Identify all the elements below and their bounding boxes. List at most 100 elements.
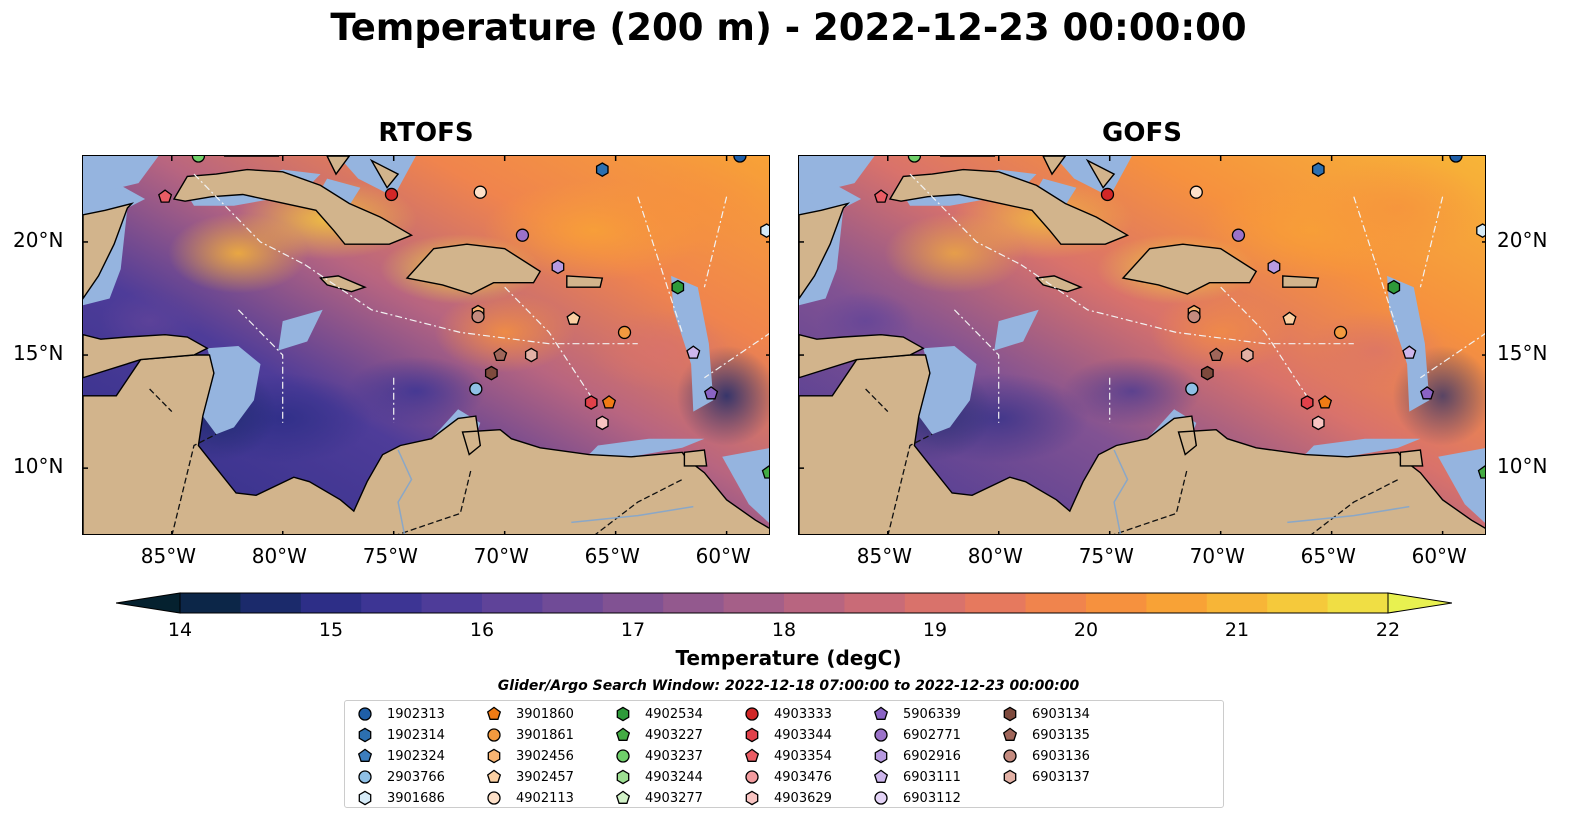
legend-label: 6903112 <box>903 790 961 806</box>
float-legend: 1902313 1902314 1902324 2903766 3901686 39018… <box>344 700 1224 808</box>
lon-tick-label: 70°W <box>1189 544 1245 568</box>
lat-tick-label-right: 10°N <box>1497 454 1548 479</box>
float-marker-4903344 <box>1300 395 1314 410</box>
colorbar-segment <box>482 593 543 613</box>
float-marker-4903629 <box>595 415 609 431</box>
legend-label: 2903766 <box>387 769 445 785</box>
legend-item: 4903344 <box>744 725 832 745</box>
legend-marker-circle <box>358 770 372 784</box>
float-marker-3901860 <box>1317 395 1333 409</box>
legend-label: 4903277 <box>645 790 703 806</box>
lon-tick-label: 85°W <box>140 544 196 568</box>
legend-item: 1902313 <box>357 704 445 724</box>
gofs-map <box>798 155 1486 535</box>
float-marker-6902916 <box>551 259 565 275</box>
legend-marker-pentagon <box>357 748 373 762</box>
legend-item: 3902456 <box>486 746 574 766</box>
legend-item: 6903135 <box>1002 725 1090 745</box>
colorbar-tick-label: 14 <box>167 619 193 641</box>
float-marker-6903135 <box>1209 347 1224 362</box>
float-marker-6902771 <box>1231 228 1246 242</box>
float-marker-6903135 <box>493 347 508 362</box>
legend-item: 4903237 <box>615 746 703 766</box>
float-marker-4903333 <box>1100 187 1115 202</box>
legend-marker-pentagon <box>486 769 502 783</box>
float-marker-6903136 <box>471 309 485 324</box>
legend-label: 5906339 <box>903 706 961 722</box>
legend-item: 6902771 <box>873 725 961 745</box>
colorbar-segment <box>723 593 785 613</box>
legend-item: 6902916 <box>873 746 961 766</box>
float-marker-5906339 <box>1420 386 1435 400</box>
legend-item: 4903277 <box>615 788 703 808</box>
colorbar-segment <box>663 593 725 613</box>
legend-label: 3902456 <box>516 748 574 764</box>
legend-marker-circle <box>874 728 888 742</box>
legend-marker-hexagon <box>616 706 630 722</box>
legend-label: 4902113 <box>516 790 574 806</box>
float-marker-4903629 <box>1311 415 1325 431</box>
float-marker-4903237 <box>191 156 206 163</box>
legend-label: 6902916 <box>903 748 961 764</box>
lat-tick-label-left: 10°N <box>13 454 64 479</box>
legend-label: 1902313 <box>387 706 445 722</box>
lon-tick-label: 80°W <box>967 544 1023 568</box>
float-marker-3902457 <box>566 311 581 325</box>
colorbar-segment <box>361 593 423 613</box>
colorbar-segment <box>240 593 302 613</box>
float-marker-6902771 <box>515 228 530 242</box>
float-marker-4902534 <box>1387 279 1401 295</box>
legend-label: 6903137 <box>1032 769 1090 785</box>
float-marker-4903227 <box>761 465 769 479</box>
legend-marker-pentagon <box>744 748 760 762</box>
colorbar-segment <box>602 593 664 613</box>
float-marker-6903134 <box>484 365 498 381</box>
lon-tick-label: 60°W <box>695 544 751 568</box>
legend-item: 4903629 <box>744 788 832 808</box>
colorbar-segment <box>421 593 483 613</box>
float-marker-6903111 <box>686 345 701 359</box>
figure-title: Temperature (200 m) - 2022-12-23 00:00:0… <box>330 6 1247 49</box>
legend-marker-pentagon <box>873 706 889 720</box>
legend-label: 6903111 <box>903 769 961 785</box>
legend-marker-pentagon <box>615 790 631 804</box>
colorbar-segment <box>180 593 241 613</box>
legend-label: 6902771 <box>903 727 961 743</box>
legend-item: 6903137 <box>1002 767 1090 787</box>
colorbar-segment <box>844 593 906 613</box>
legend-item: 4903244 <box>615 767 703 787</box>
colorbar-segment <box>904 593 966 613</box>
float-marker-4903354 <box>874 189 889 203</box>
legend-marker-pentagon <box>615 727 631 741</box>
colorbar-segment <box>1206 593 1268 613</box>
lon-tick-label: 80°W <box>251 544 307 568</box>
legend-item: 4902113 <box>486 788 574 808</box>
lon-tick-label: 60°W <box>1411 544 1467 568</box>
float-marker-4902113 <box>1189 185 1203 199</box>
colorbar-segment <box>1267 593 1329 613</box>
float-marker-4903344 <box>584 395 598 410</box>
legend-item: 1902314 <box>357 725 445 745</box>
colorbar-segment <box>300 593 362 613</box>
float-marker-2903766 <box>469 382 483 396</box>
legend-item: 4903476 <box>744 767 832 787</box>
lon-tick-label: 85°W <box>856 544 912 568</box>
legend-marker-hexagon <box>1003 769 1017 785</box>
lat-tick-label-right: 20°N <box>1497 227 1548 252</box>
legend-label: 4903476 <box>774 769 832 785</box>
colorbar-tick-label: 17 <box>620 619 646 641</box>
float-marker-4903354 <box>158 189 173 203</box>
float-marker-3901861 <box>617 325 632 340</box>
lon-tick-label: 65°W <box>1300 544 1356 568</box>
colorbar-segment <box>1025 593 1087 613</box>
lon-tick-label: 70°W <box>473 544 529 568</box>
panel-title-gofs: GOFS <box>1102 118 1182 148</box>
lat-tick-label-right: 15°N <box>1497 341 1548 366</box>
colorbar-tick-label: 19 <box>922 619 948 641</box>
colorbar-segment <box>1086 593 1147 613</box>
legend-marker-hexagon <box>358 727 372 743</box>
lon-tick-label: 75°W <box>1078 544 1134 568</box>
colorbar-segment <box>1327 593 1389 613</box>
float-marker-3901686 <box>1476 223 1485 238</box>
legend-label: 4903354 <box>774 748 832 764</box>
